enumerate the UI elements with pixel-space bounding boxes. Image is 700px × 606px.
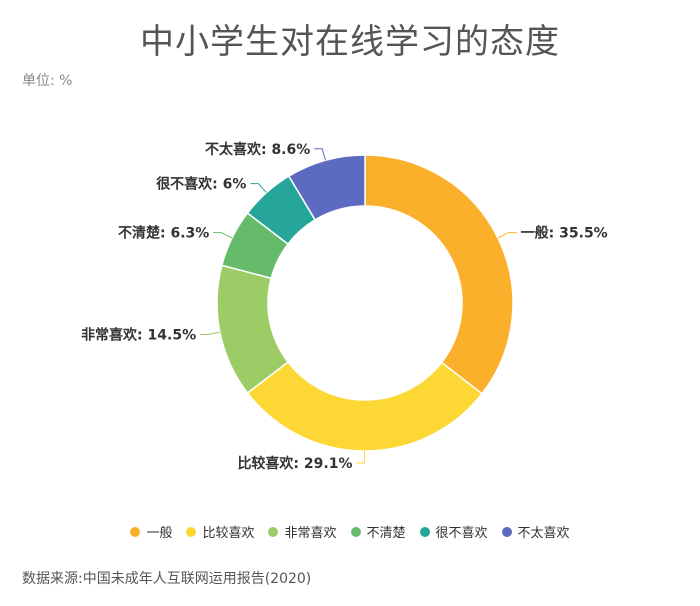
legend-marker (501, 526, 512, 537)
leader-line-2 (356, 450, 366, 464)
legend-label: 一般 (146, 526, 173, 541)
legend-item-1[interactable]: 一般 (130, 522, 172, 541)
leader-line-5 (250, 183, 267, 193)
legend-marker (268, 526, 279, 537)
legend-label: 不太喜欢 (517, 526, 570, 541)
source-note: 数据来源:中国未成年人互联网运用报告(2020) (22, 571, 312, 587)
legend-label: 不清楚 (366, 526, 406, 541)
leader-line-6 (314, 148, 326, 161)
data-label-1: 一般: 35.5% (521, 225, 608, 242)
leader-line-1 (497, 232, 517, 239)
legend-item-2[interactable]: 比较喜欢 (186, 522, 254, 541)
legend-label: 比较喜欢 (202, 526, 255, 541)
leader-line-3 (200, 331, 220, 335)
data-label-4: 不清楚: 6.3% (118, 225, 209, 242)
data-label-5: 很不喜欢: 6% (156, 176, 246, 193)
leader-line-4 (213, 232, 233, 239)
legend-label: 很不喜欢 (435, 526, 488, 541)
legend-item-6[interactable]: 不太喜欢 (501, 522, 570, 541)
data-label-6: 不太喜欢: 8.6% (205, 141, 310, 158)
legend-marker (130, 526, 141, 537)
legend-marker (419, 526, 430, 537)
legend-label: 非常喜欢 (284, 526, 337, 541)
slice-6 (287, 154, 366, 221)
chart-legend: 一般 比较喜欢 非常喜欢 不清楚 很不喜欢 不太喜欢 (0, 522, 700, 541)
legend-marker (186, 526, 197, 537)
legend-item-5[interactable]: 很不喜欢 (419, 522, 488, 541)
slice-2 (246, 360, 483, 452)
chart-title: 中小学生对在线学习的态度 (140, 22, 560, 62)
data-label-3: 非常喜欢: 14.5% (81, 326, 196, 343)
slice-1 (364, 154, 514, 395)
legend-item-3[interactable]: 非常喜欢 (268, 522, 337, 541)
unit-label: 单位: % (22, 73, 73, 89)
legend-item-4[interactable]: 不清楚 (350, 522, 406, 541)
legend-marker (350, 526, 361, 537)
data-label-2: 比较喜欢: 29.1% (237, 455, 352, 472)
